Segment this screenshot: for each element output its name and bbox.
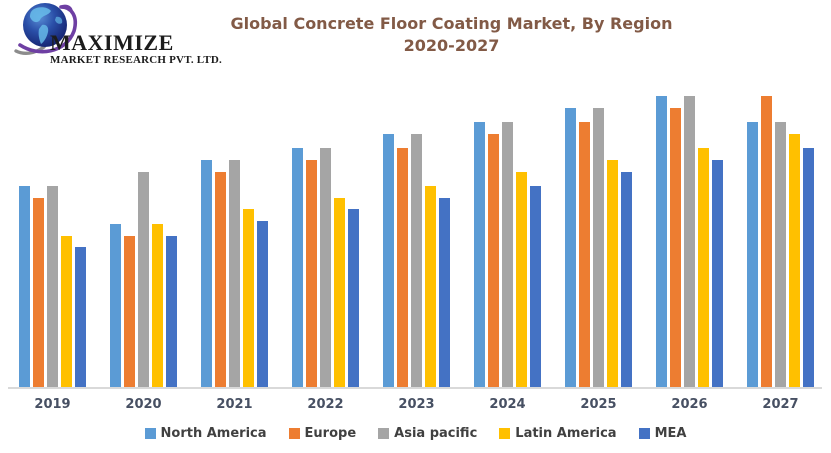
bar-latin-america-2019 — [61, 236, 72, 387]
legend-label-asia-pacific: Asia pacific — [394, 426, 478, 441]
bar-latin-america-2027 — [789, 134, 800, 387]
bar-europe-2019 — [33, 198, 44, 387]
globe-swoosh-icon — [14, 3, 78, 56]
bar-asia-pacific-2022 — [320, 148, 331, 387]
bar-mea-2020 — [166, 236, 177, 387]
bar-group-2027 — [747, 96, 814, 387]
chart-title-line2: 2020-2027 — [403, 36, 500, 55]
legend-label-mea: MEA — [654, 426, 687, 441]
bar-asia-pacific-2021 — [229, 160, 240, 387]
legend-item-europe: Europe — [288, 426, 357, 441]
legend-swatch-north-america — [144, 428, 156, 439]
bar-latin-america-2025 — [607, 160, 618, 387]
bar-asia-pacific-2025 — [593, 108, 604, 387]
bar-mea-2022 — [348, 209, 359, 387]
bar-group-2023 — [383, 96, 450, 387]
bar-asia-pacific-2020 — [138, 172, 149, 387]
bar-mea-2024 — [530, 186, 541, 387]
bar-group-2022 — [292, 96, 359, 387]
legend-label-north-america: North America — [160, 426, 267, 441]
legend-label-europe: Europe — [304, 426, 357, 441]
bar-group-2024 — [474, 96, 541, 387]
bar-mea-2021 — [257, 221, 268, 387]
bar-mea-2023 — [439, 198, 450, 387]
logo-company-subtitle: MARKET RESEARCH PVT. LTD. — [50, 54, 222, 66]
bar-north-america-2022 — [292, 148, 303, 387]
logo-company-name: MAXIMIZE — [50, 30, 174, 55]
bar-europe-2024 — [488, 134, 499, 387]
x-axis-label-2021: 2021 — [216, 397, 253, 412]
legend-swatch-europe — [288, 428, 300, 439]
x-axis-label-2022: 2022 — [307, 397, 344, 412]
legend-swatch-latin-america — [499, 428, 511, 439]
bar-north-america-2019 — [19, 186, 30, 387]
bar-north-america-2027 — [747, 122, 758, 387]
chart-title-line1: Global Concrete Floor Coating Market, By… — [230, 14, 673, 33]
x-axis-labels: 2019 2020 2021 2022 2023 2024 2025 2026 2027 — [19, 397, 814, 412]
bar-group-2025 — [565, 96, 632, 387]
legend-item-mea: MEA — [638, 426, 687, 441]
bar-asia-pacific-2024 — [502, 122, 513, 387]
bar-north-america-2020 — [110, 224, 121, 387]
legend-item-asia-pacific: Asia pacific — [378, 426, 477, 441]
bar-europe-2021 — [215, 172, 226, 387]
bar-mea-2027 — [803, 148, 814, 387]
x-axis-label-2020: 2020 — [125, 397, 162, 412]
bar-latin-america-2024 — [516, 172, 527, 387]
x-axis-label-2026: 2026 — [671, 397, 708, 412]
logo-text: MAXIMIZE MARKET RESEARCH PVT. LTD. — [50, 30, 222, 67]
bar-asia-pacific-2019 — [47, 186, 58, 387]
legend-item-north-america: North America — [144, 426, 267, 441]
bar-europe-2022 — [306, 160, 317, 387]
legend-swatch-mea — [638, 428, 650, 439]
bar-europe-2020 — [124, 236, 135, 387]
bar-latin-america-2021 — [243, 209, 254, 387]
bar-north-america-2024 — [474, 122, 485, 387]
x-axis-label-2023: 2023 — [398, 397, 435, 412]
bar-asia-pacific-2026 — [684, 96, 695, 387]
bar-north-america-2021 — [201, 160, 212, 387]
legend: North America Europe Asia pacific Latin Ame… — [0, 426, 831, 441]
bar-north-america-2023 — [383, 134, 394, 387]
bar-mea-2026 — [712, 160, 723, 387]
bar-mea-2025 — [621, 172, 632, 387]
bar-latin-america-2023 — [425, 186, 436, 387]
legend-label-latin-america: Latin America — [515, 426, 617, 441]
bar-latin-america-2026 — [698, 148, 709, 387]
legend-item-latin-america: Latin America — [499, 426, 617, 441]
bar-latin-america-2022 — [334, 198, 345, 387]
bar-europe-2027 — [761, 96, 772, 387]
bar-group-2020 — [110, 96, 177, 387]
bar-latin-america-2020 — [152, 224, 163, 387]
x-axis-label-2027: 2027 — [762, 397, 799, 412]
x-axis-label-2024: 2024 — [489, 397, 526, 412]
x-axis-line — [8, 387, 822, 389]
plot-area — [19, 96, 814, 387]
x-axis-label-2019: 2019 — [34, 397, 71, 412]
bar-europe-2023 — [397, 148, 408, 387]
bar-north-america-2025 — [565, 108, 576, 387]
bar-group-2019 — [19, 96, 86, 387]
bar-europe-2025 — [579, 122, 590, 387]
bar-asia-pacific-2023 — [411, 134, 422, 387]
chart-title: Global Concrete Floor Coating Market, By… — [0, 13, 831, 57]
bar-group-2026 — [656, 96, 723, 387]
legend-swatch-asia-pacific — [378, 428, 390, 439]
company-logo: MAXIMIZE MARKET RESEARCH PVT. LTD. — [8, 1, 228, 71]
bar-asia-pacific-2027 — [775, 122, 786, 387]
bar-europe-2026 — [670, 108, 681, 387]
bar-group-2021 — [201, 96, 268, 387]
x-axis-label-2025: 2025 — [580, 397, 617, 412]
bar-north-america-2026 — [656, 96, 667, 387]
bar-mea-2019 — [75, 247, 86, 387]
